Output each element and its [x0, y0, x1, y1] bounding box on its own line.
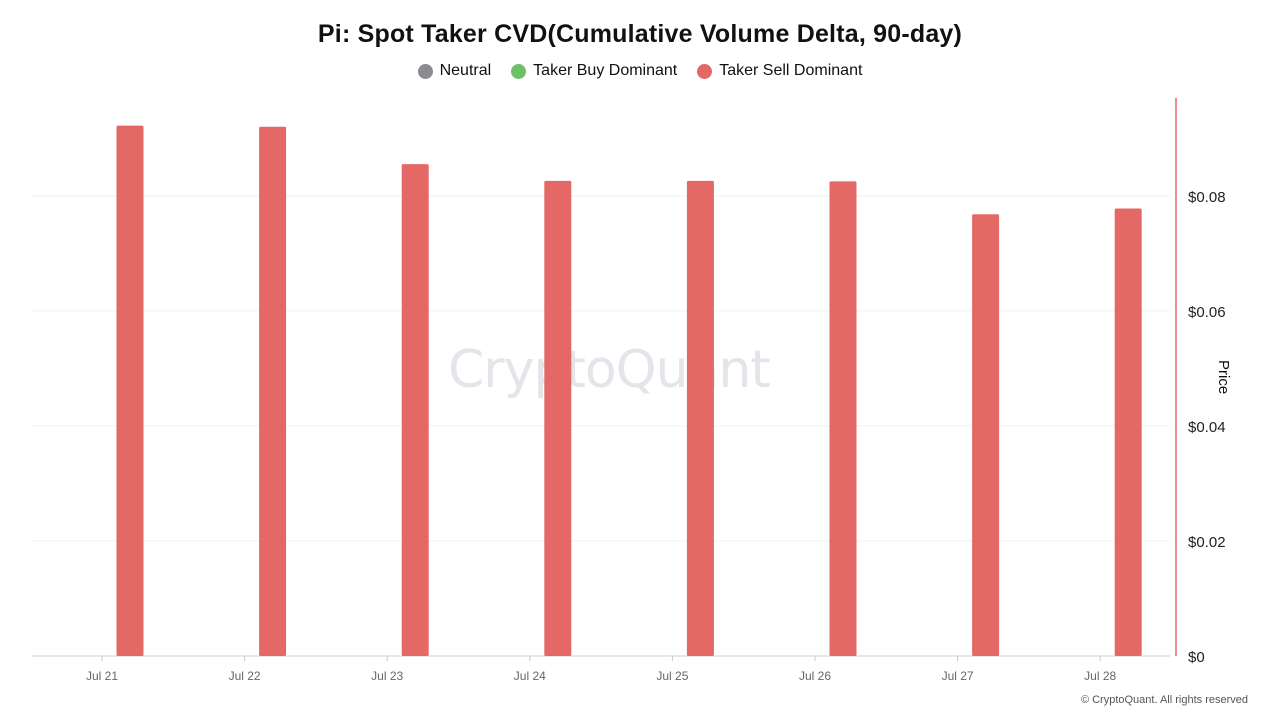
bar	[116, 125, 144, 657]
bar	[1114, 208, 1142, 657]
bar	[544, 180, 572, 657]
legend-item-taker-buy[interactable]: Taker Buy Dominant	[511, 62, 677, 80]
bar	[829, 181, 857, 657]
y-tick-label: $0	[1188, 649, 1205, 666]
copyright-footer: © CryptoQuant. All rights reserved	[1080, 694, 1248, 706]
chart-title: Pi: Spot Taker CVD(Cumulative Volume Del…	[317, 20, 963, 48]
x-tick-label: Jul 23	[371, 669, 403, 683]
y-axis-title: Price	[1215, 360, 1232, 395]
legend-label-taker-sell: Taker Sell Dominant	[719, 62, 863, 79]
bar	[972, 214, 1000, 656]
bar	[686, 180, 714, 657]
x-tick-label: Jul 28	[1084, 669, 1116, 683]
watermark: CryptoQuant	[448, 340, 771, 400]
bar	[259, 126, 287, 657]
x-tick-label: Jul 22	[229, 669, 261, 683]
bar	[401, 164, 429, 656]
legend: Neutral Taker Buy Dominant Taker Sell Do…	[0, 62, 1280, 80]
x-tick-label: Jul 27	[942, 669, 974, 683]
legend-label-neutral: Neutral	[439, 62, 492, 79]
x-tick-label: Jul 26	[799, 669, 831, 683]
legend-swatch-taker-sell	[697, 63, 713, 79]
legend-item-taker-sell[interactable]: Taker Sell Dominant	[697, 62, 862, 80]
x-tick-label: Jul 24	[514, 669, 546, 683]
legend-swatch-taker-buy	[511, 63, 527, 79]
legend-swatch-neutral	[417, 63, 433, 79]
x-tick-label: Jul 25	[656, 669, 688, 683]
y-tick-label: $0.08	[1188, 189, 1226, 206]
legend-label-taker-buy: Taker Buy Dominant	[533, 62, 678, 79]
y-tick-label: $0.02	[1188, 534, 1226, 551]
y-tick-label: $0.06	[1188, 304, 1226, 321]
y-tick-label: $0.04	[1188, 419, 1226, 436]
legend-item-neutral[interactable]: Neutral	[417, 62, 492, 80]
x-tick-label: Jul 21	[86, 669, 118, 683]
